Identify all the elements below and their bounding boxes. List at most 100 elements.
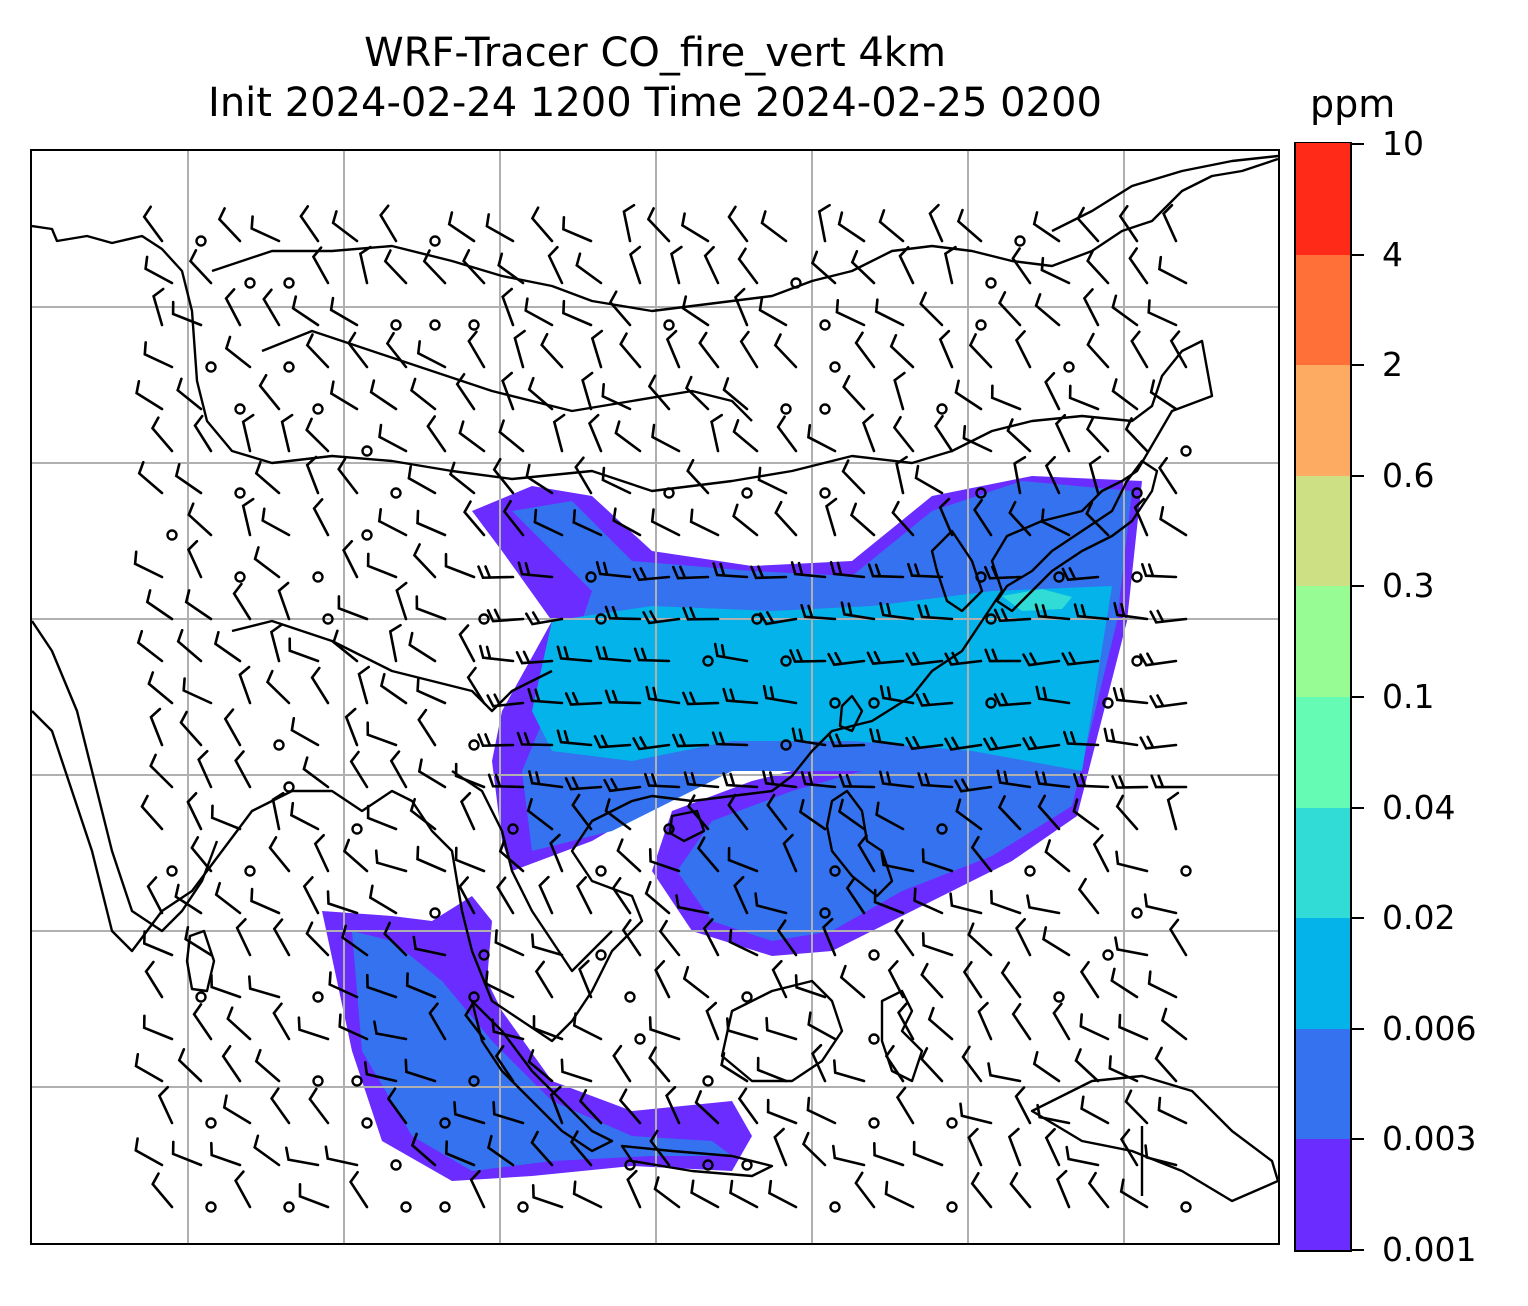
wind-barb bbox=[494, 1045, 515, 1083]
wind-barb bbox=[1061, 651, 1100, 666]
wind-barb bbox=[1147, 970, 1178, 999]
calm-wind-marker bbox=[1180, 1201, 1192, 1213]
wind-barb bbox=[517, 561, 554, 579]
wind-barb bbox=[1103, 727, 1139, 747]
wind-barb bbox=[595, 645, 632, 663]
wind-barb bbox=[1085, 501, 1110, 537]
wind-barb bbox=[337, 595, 369, 621]
wind-barb bbox=[137, 460, 164, 495]
coastline-philippines bbox=[825, 789, 894, 898]
wind-barb bbox=[491, 1018, 525, 1041]
wind-barb bbox=[1055, 1169, 1071, 1209]
wind-barb bbox=[867, 563, 905, 579]
coastline-japan bbox=[995, 459, 1159, 613]
wind-barb bbox=[833, 1059, 866, 1083]
wind-barb bbox=[687, 794, 710, 831]
wind-barb bbox=[1022, 652, 1061, 667]
calm-wind-marker bbox=[205, 1201, 217, 1213]
wind-barb bbox=[998, 291, 1022, 327]
calm-wind-marker bbox=[702, 1159, 714, 1171]
wind-barb bbox=[807, 424, 837, 453]
colorbar-tick-label: 0.6 bbox=[1382, 455, 1435, 495]
wind-barb bbox=[1044, 839, 1071, 873]
wind-barb bbox=[332, 629, 359, 663]
wind-barb bbox=[298, 1183, 330, 1209]
wind-barb bbox=[1169, 330, 1188, 369]
wind-barb bbox=[967, 1127, 983, 1167]
wind-barb bbox=[984, 565, 1022, 580]
wind-barb bbox=[1143, 893, 1178, 915]
wind-barb bbox=[1128, 247, 1149, 285]
wind-barb bbox=[145, 589, 174, 621]
wind-barb bbox=[501, 287, 515, 327]
wind-barb bbox=[838, 773, 876, 789]
wind-barb bbox=[1168, 918, 1188, 957]
wind-barb bbox=[949, 892, 983, 915]
wind-barb bbox=[405, 972, 437, 999]
wind-barb bbox=[650, 508, 681, 537]
wind-barb bbox=[562, 216, 593, 243]
calm-wind-marker bbox=[468, 991, 480, 1003]
wind-barb bbox=[914, 464, 944, 495]
wind-barb bbox=[312, 498, 330, 537]
wind-barb bbox=[794, 974, 827, 999]
wind-barb bbox=[1149, 379, 1178, 411]
wind-barb bbox=[720, 1052, 749, 1083]
calm-wind-marker bbox=[1053, 991, 1065, 1003]
wind-barb bbox=[383, 921, 408, 957]
wind-barb bbox=[1036, 1103, 1071, 1125]
wind-barb bbox=[603, 778, 642, 793]
wind-barb bbox=[549, 833, 564, 873]
wind-barb bbox=[412, 543, 437, 579]
wind-barb bbox=[176, 628, 203, 663]
wind-barb bbox=[444, 1140, 476, 1167]
wind-barb bbox=[531, 933, 564, 957]
calm-wind-marker bbox=[283, 781, 295, 793]
wind-barb bbox=[134, 1053, 164, 1083]
wind-barb bbox=[146, 876, 164, 915]
wind-barb bbox=[290, 801, 320, 831]
wind-barb bbox=[1110, 967, 1139, 999]
wind-barb bbox=[143, 341, 174, 369]
calm-wind-marker bbox=[507, 823, 519, 835]
calm-wind-marker bbox=[868, 1033, 880, 1045]
wind-barb bbox=[801, 1131, 827, 1167]
calm-wind-marker bbox=[234, 403, 246, 415]
wind-barb bbox=[933, 414, 954, 453]
wind-barb bbox=[1160, 1007, 1188, 1041]
wind-barb bbox=[917, 772, 954, 789]
wind-barb bbox=[684, 375, 710, 411]
wind-barb bbox=[186, 539, 203, 579]
wind-barb bbox=[984, 648, 1022, 663]
wind-barb bbox=[711, 731, 749, 747]
map-canvas bbox=[32, 151, 1278, 1243]
wind-barb bbox=[672, 733, 710, 748]
wind-barb bbox=[604, 605, 642, 621]
wind-barb bbox=[710, 413, 723, 453]
calm-wind-marker bbox=[361, 529, 373, 541]
wind-barb bbox=[532, 1015, 564, 1041]
wind-barb bbox=[477, 733, 515, 748]
colorbar-segment bbox=[1296, 474, 1350, 587]
calm-wind-marker bbox=[819, 907, 831, 919]
colorbar-segment bbox=[1296, 696, 1350, 808]
wind-barb bbox=[1139, 735, 1178, 750]
wind-barb bbox=[646, 207, 671, 243]
wind-barb bbox=[845, 877, 866, 915]
wind-barb bbox=[869, 728, 905, 747]
calm-wind-marker bbox=[244, 277, 256, 289]
wind-barb bbox=[1158, 456, 1178, 495]
wind-barb bbox=[690, 1179, 720, 1209]
wind-barb bbox=[177, 1048, 203, 1083]
wind-barb bbox=[305, 417, 330, 453]
wind-barb bbox=[593, 734, 632, 749]
wind-barb bbox=[1000, 961, 1022, 999]
wind-barb bbox=[197, 749, 213, 789]
colorbar bbox=[1294, 142, 1352, 1252]
wind-barb bbox=[626, 1169, 642, 1209]
wind-barb bbox=[1118, 1013, 1149, 1041]
wind-barb bbox=[366, 804, 398, 831]
wind-barb bbox=[647, 374, 671, 411]
wind-barb bbox=[1141, 563, 1178, 579]
wind-barb bbox=[920, 962, 944, 999]
